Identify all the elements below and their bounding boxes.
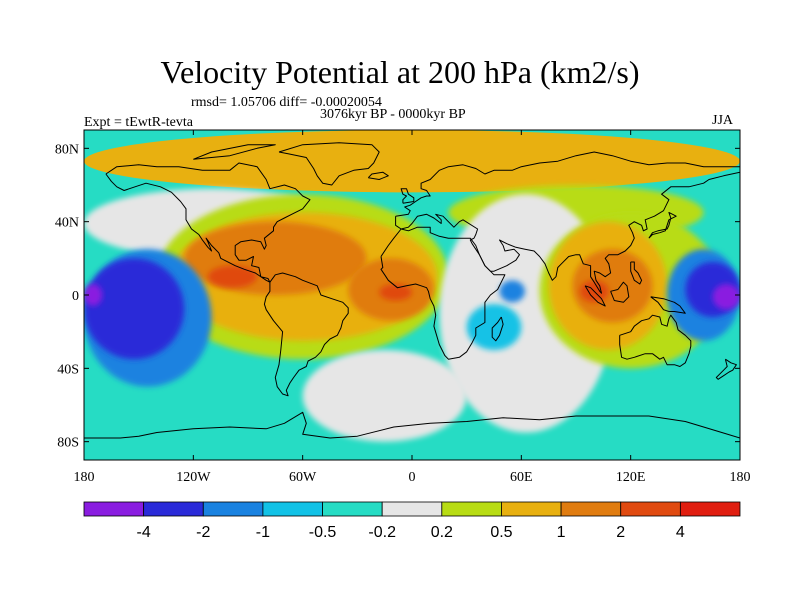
x-tick-label: 60E	[510, 470, 533, 485]
y-tick-label: 0	[72, 289, 79, 304]
region-arctic_orange	[84, 130, 740, 193]
coastline-africa	[380, 226, 506, 360]
x-tick-label: 120E	[616, 470, 646, 485]
colorbar-swatch-7	[501, 501, 562, 517]
coastline-greenland	[278, 142, 380, 186]
x-tick-label: 120W	[176, 470, 211, 485]
colorbar-swatch-4	[322, 501, 383, 517]
region-dateline_purple_east	[712, 284, 740, 310]
colorbar-swatch-2	[202, 501, 264, 517]
coastline-australia	[619, 314, 692, 367]
region-south_atlantic_white	[302, 350, 467, 442]
y-tick-label: 80N	[55, 142, 79, 157]
y-tick-label: 40S	[57, 362, 79, 377]
coastline-new-zealand	[715, 358, 737, 380]
region-atlantic_red	[379, 284, 412, 301]
x-tick-label: 180	[74, 470, 95, 485]
x-tick-label: 60W	[289, 470, 317, 485]
coastline-borneo	[610, 281, 630, 303]
season-label: JJA	[712, 113, 734, 128]
colorbar-swatch-0	[83, 501, 145, 517]
colorbar-level-label: 0.2	[431, 524, 453, 541]
y-tick-label: 40N	[55, 216, 79, 231]
coastline-iceland	[367, 171, 389, 180]
coastline-uk	[400, 188, 415, 204]
colorbar-level-label: 0.5	[490, 524, 512, 541]
colorbar-level-label: 4	[676, 524, 685, 541]
coastline-north-america	[105, 162, 311, 283]
rmsd-diff-annotation: rmsd= 1.05706 diff= -0.00020054	[191, 95, 382, 110]
region-maritime_continent_dark_orange	[572, 249, 653, 323]
colorbar-level-label: -4	[137, 524, 151, 541]
coastline-new-guinea	[650, 296, 686, 314]
chart-title: Velocity Potential at 200 hPa (km2/s)	[160, 54, 640, 90]
experiment-label: Expt = tEwtR-tevta	[84, 115, 193, 130]
colorbar-level-label: 1	[557, 524, 566, 541]
coastline-sumatra	[584, 285, 606, 307]
colorbar-level-label: -0.2	[368, 524, 396, 541]
region-indian_ocean_cyan	[466, 304, 522, 351]
colorbar-swatch-8	[560, 501, 622, 517]
region-central_america_red	[207, 265, 258, 288]
colorbar-swatch-3	[262, 501, 323, 517]
colorbar-level-label: 2	[616, 524, 625, 541]
coastline-eurasia	[395, 151, 740, 294]
colorbar-level-label: -2	[196, 524, 210, 541]
colorbar-swatch-9	[620, 501, 681, 517]
coastlines	[84, 142, 740, 439]
y-tick-label: 80S	[57, 436, 79, 451]
coastline-madagascar	[491, 316, 504, 342]
coastline-japan	[648, 212, 677, 239]
region-east_africa_blue	[499, 280, 525, 303]
region-dateline_purple_west	[84, 284, 103, 306]
x-tick-label: 0	[409, 470, 416, 485]
coastline-antarctica-coast	[84, 411, 740, 439]
region-east_pacific_dark_blue	[84, 258, 185, 360]
colorbar-level-label: -1	[256, 524, 270, 541]
period-subtitle: 3076kyr BP - 0000kyr BP	[320, 107, 466, 122]
colorbar-level-label: -0.5	[309, 524, 337, 541]
region-mexico_dark_orange	[184, 221, 367, 295]
coastline-philippines	[630, 261, 643, 285]
coastline-arctic-islands	[193, 144, 276, 160]
contour-field	[84, 130, 740, 460]
colorbar-swatch-5	[381, 501, 443, 517]
coastline-south-america	[263, 272, 349, 397]
colorbar-swatch-10	[679, 501, 741, 517]
x-tick-label: 180	[730, 470, 751, 485]
colorbar-swatch-1	[143, 501, 204, 517]
colorbar-swatch-6	[441, 501, 502, 517]
